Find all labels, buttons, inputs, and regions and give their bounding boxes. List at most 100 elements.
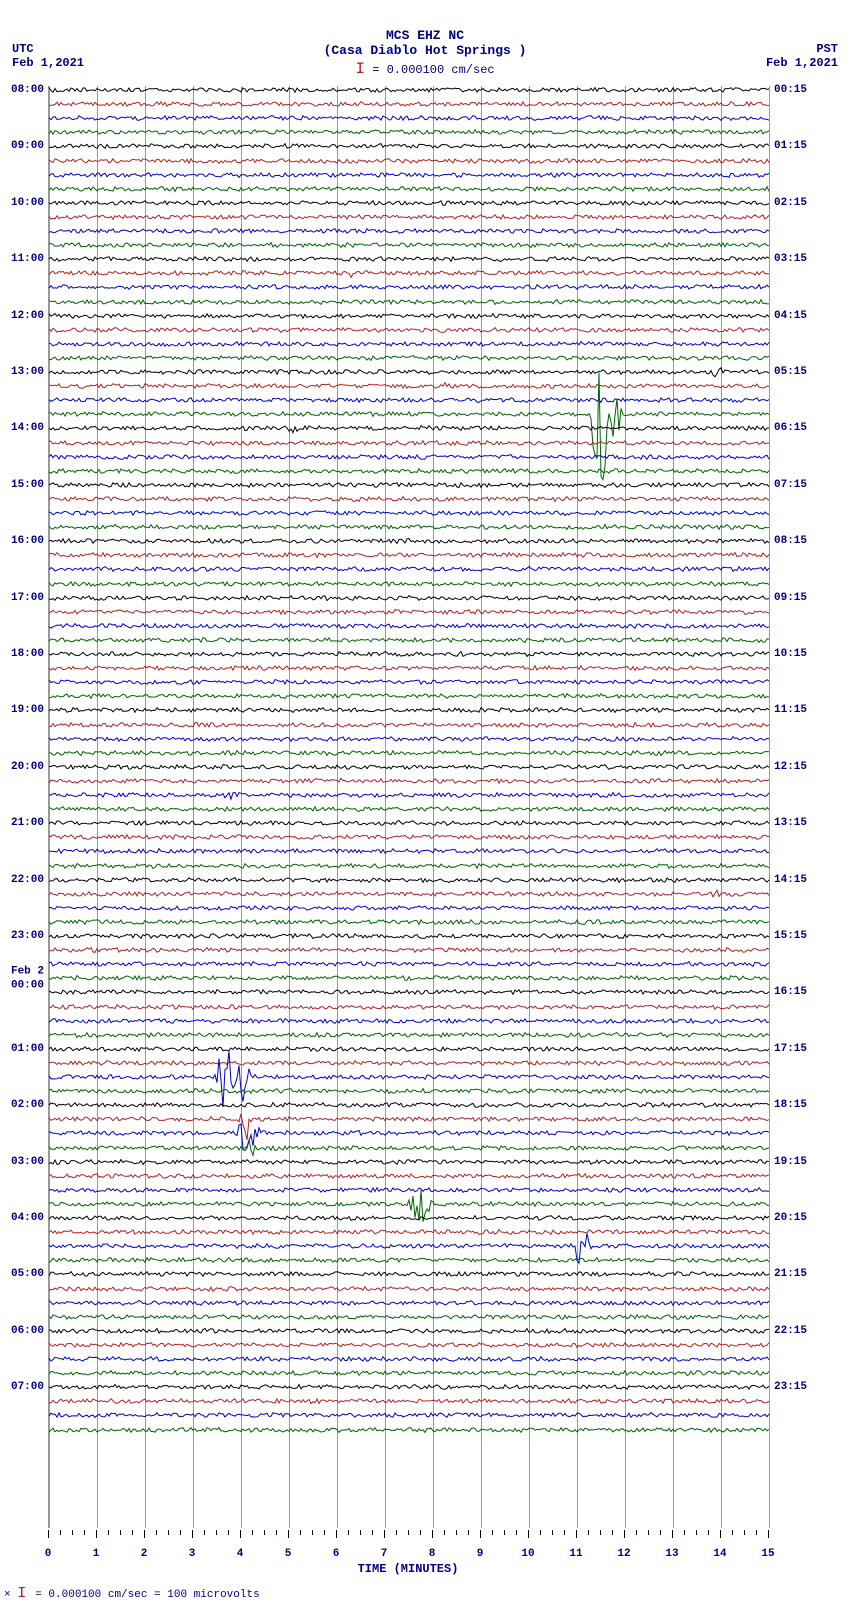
x-tick-label: 0 xyxy=(45,1548,52,1560)
x-minor-tick xyxy=(180,1530,181,1535)
pst-time-label: 05:15 xyxy=(774,366,807,378)
x-minor-tick xyxy=(300,1530,301,1535)
pst-time-label: 01:15 xyxy=(774,140,807,152)
x-minor-tick xyxy=(600,1530,601,1535)
footer-prefix: × xyxy=(4,1589,11,1601)
x-minor-tick xyxy=(696,1530,697,1535)
x-minor-tick xyxy=(132,1530,133,1535)
x-major-tick xyxy=(624,1530,625,1538)
x-minor-tick xyxy=(60,1530,61,1535)
x-major-tick xyxy=(768,1530,769,1538)
x-major-tick xyxy=(384,1530,385,1538)
x-minor-tick xyxy=(312,1530,313,1535)
utc-time-label: 05:00 xyxy=(11,1268,44,1280)
utc-time-label: 08:00 xyxy=(11,84,44,96)
x-minor-tick xyxy=(552,1530,553,1535)
x-major-tick xyxy=(528,1530,529,1538)
x-major-tick xyxy=(576,1530,577,1538)
x-minor-tick xyxy=(612,1530,613,1535)
x-minor-tick xyxy=(108,1530,109,1535)
utc-time-label: 10:00 xyxy=(11,197,44,209)
x-tick-label: 10 xyxy=(521,1548,534,1560)
x-tick-label: 7 xyxy=(381,1548,388,1560)
utc-time-label: 07:00 xyxy=(11,1381,44,1393)
pst-time-label: 12:15 xyxy=(774,761,807,773)
x-axis: TIME (MINUTES) 0123456789101112131415 xyxy=(48,1530,768,1580)
x-minor-tick xyxy=(468,1530,469,1535)
x-minor-tick xyxy=(744,1530,745,1535)
x-axis-label: TIME (MINUTES) xyxy=(358,1562,459,1576)
x-minor-tick xyxy=(216,1530,217,1535)
x-tick-label: 11 xyxy=(569,1548,582,1560)
pst-time-label: 16:15 xyxy=(774,986,807,998)
utc-time-label: 03:00 xyxy=(11,1156,44,1168)
utc-time-label: 22:00 xyxy=(11,874,44,886)
x-tick-label: 9 xyxy=(477,1548,484,1560)
utc-time-label: 06:00 xyxy=(11,1325,44,1337)
x-minor-tick xyxy=(588,1530,589,1535)
pst-time-label: 11:15 xyxy=(774,704,807,716)
utc-time-label: 13:00 xyxy=(11,366,44,378)
x-minor-tick xyxy=(252,1530,253,1535)
gridline xyxy=(769,86,770,1528)
x-major-tick xyxy=(720,1530,721,1538)
x-major-tick xyxy=(48,1530,49,1538)
pst-time-label: 02:15 xyxy=(774,197,807,209)
x-major-tick xyxy=(240,1530,241,1538)
pst-time-label: 22:15 xyxy=(774,1325,807,1337)
x-major-tick xyxy=(192,1530,193,1538)
x-tick-label: 5 xyxy=(285,1548,292,1560)
station-subtitle: (Casa Diablo Hot Springs ) xyxy=(0,43,850,58)
pst-time-label: 03:15 xyxy=(774,253,807,265)
x-minor-tick xyxy=(168,1530,169,1535)
footer-text: = 0.000100 cm/sec = 100 microvolts xyxy=(35,1589,259,1601)
x-tick-label: 15 xyxy=(761,1548,774,1560)
x-minor-tick xyxy=(660,1530,661,1535)
pst-time-label: 13:15 xyxy=(774,817,807,829)
x-major-tick xyxy=(480,1530,481,1538)
pst-time-label: 10:15 xyxy=(774,648,807,660)
x-minor-tick xyxy=(516,1530,517,1535)
x-major-tick xyxy=(288,1530,289,1538)
x-tick-label: 1 xyxy=(93,1548,100,1560)
utc-time-label: 12:00 xyxy=(11,310,44,322)
pst-time-label: 14:15 xyxy=(774,874,807,886)
x-minor-tick xyxy=(444,1530,445,1535)
x-minor-tick xyxy=(648,1530,649,1535)
seismogram-container: UTC Feb 1,2021 PST Feb 1,2021 MCS EHZ NC… xyxy=(0,0,850,1613)
x-minor-tick xyxy=(228,1530,229,1535)
utc-time-label: 18:00 xyxy=(11,648,44,660)
utc-time-label: 21:00 xyxy=(11,817,44,829)
utc-time-label: 04:00 xyxy=(11,1212,44,1224)
utc-time-label: 16:00 xyxy=(11,535,44,547)
x-minor-tick xyxy=(120,1530,121,1535)
utc-time-label: 15:00 xyxy=(11,479,44,491)
x-minor-tick xyxy=(264,1530,265,1535)
x-major-tick xyxy=(672,1530,673,1538)
x-minor-tick xyxy=(84,1530,85,1535)
x-minor-tick xyxy=(408,1530,409,1535)
x-tick-label: 6 xyxy=(333,1548,340,1560)
utc-time-label: 11:00 xyxy=(11,253,44,265)
x-minor-tick xyxy=(708,1530,709,1535)
utc-time-label: 14:00 xyxy=(11,422,44,434)
x-minor-tick xyxy=(732,1530,733,1535)
x-major-tick xyxy=(144,1530,145,1538)
utc-time-label: 20:00 xyxy=(11,761,44,773)
x-minor-tick xyxy=(504,1530,505,1535)
x-minor-tick xyxy=(564,1530,565,1535)
utc-time-label: 23:00 xyxy=(11,930,44,942)
x-minor-tick xyxy=(372,1530,373,1535)
x-tick-label: 14 xyxy=(713,1548,726,1560)
x-tick-label: 8 xyxy=(429,1548,436,1560)
pst-time-label: 21:15 xyxy=(774,1268,807,1280)
footer-scale: × I = 0.000100 cm/sec = 100 microvolts xyxy=(4,1585,260,1602)
x-minor-tick xyxy=(540,1530,541,1535)
x-minor-tick xyxy=(276,1530,277,1535)
pst-time-label: 20:15 xyxy=(774,1212,807,1224)
station-title: MCS EHZ NC xyxy=(0,28,850,43)
x-major-tick xyxy=(96,1530,97,1538)
x-minor-tick xyxy=(636,1530,637,1535)
utc-time-label: 01:00 xyxy=(11,1043,44,1055)
x-minor-tick xyxy=(456,1530,457,1535)
